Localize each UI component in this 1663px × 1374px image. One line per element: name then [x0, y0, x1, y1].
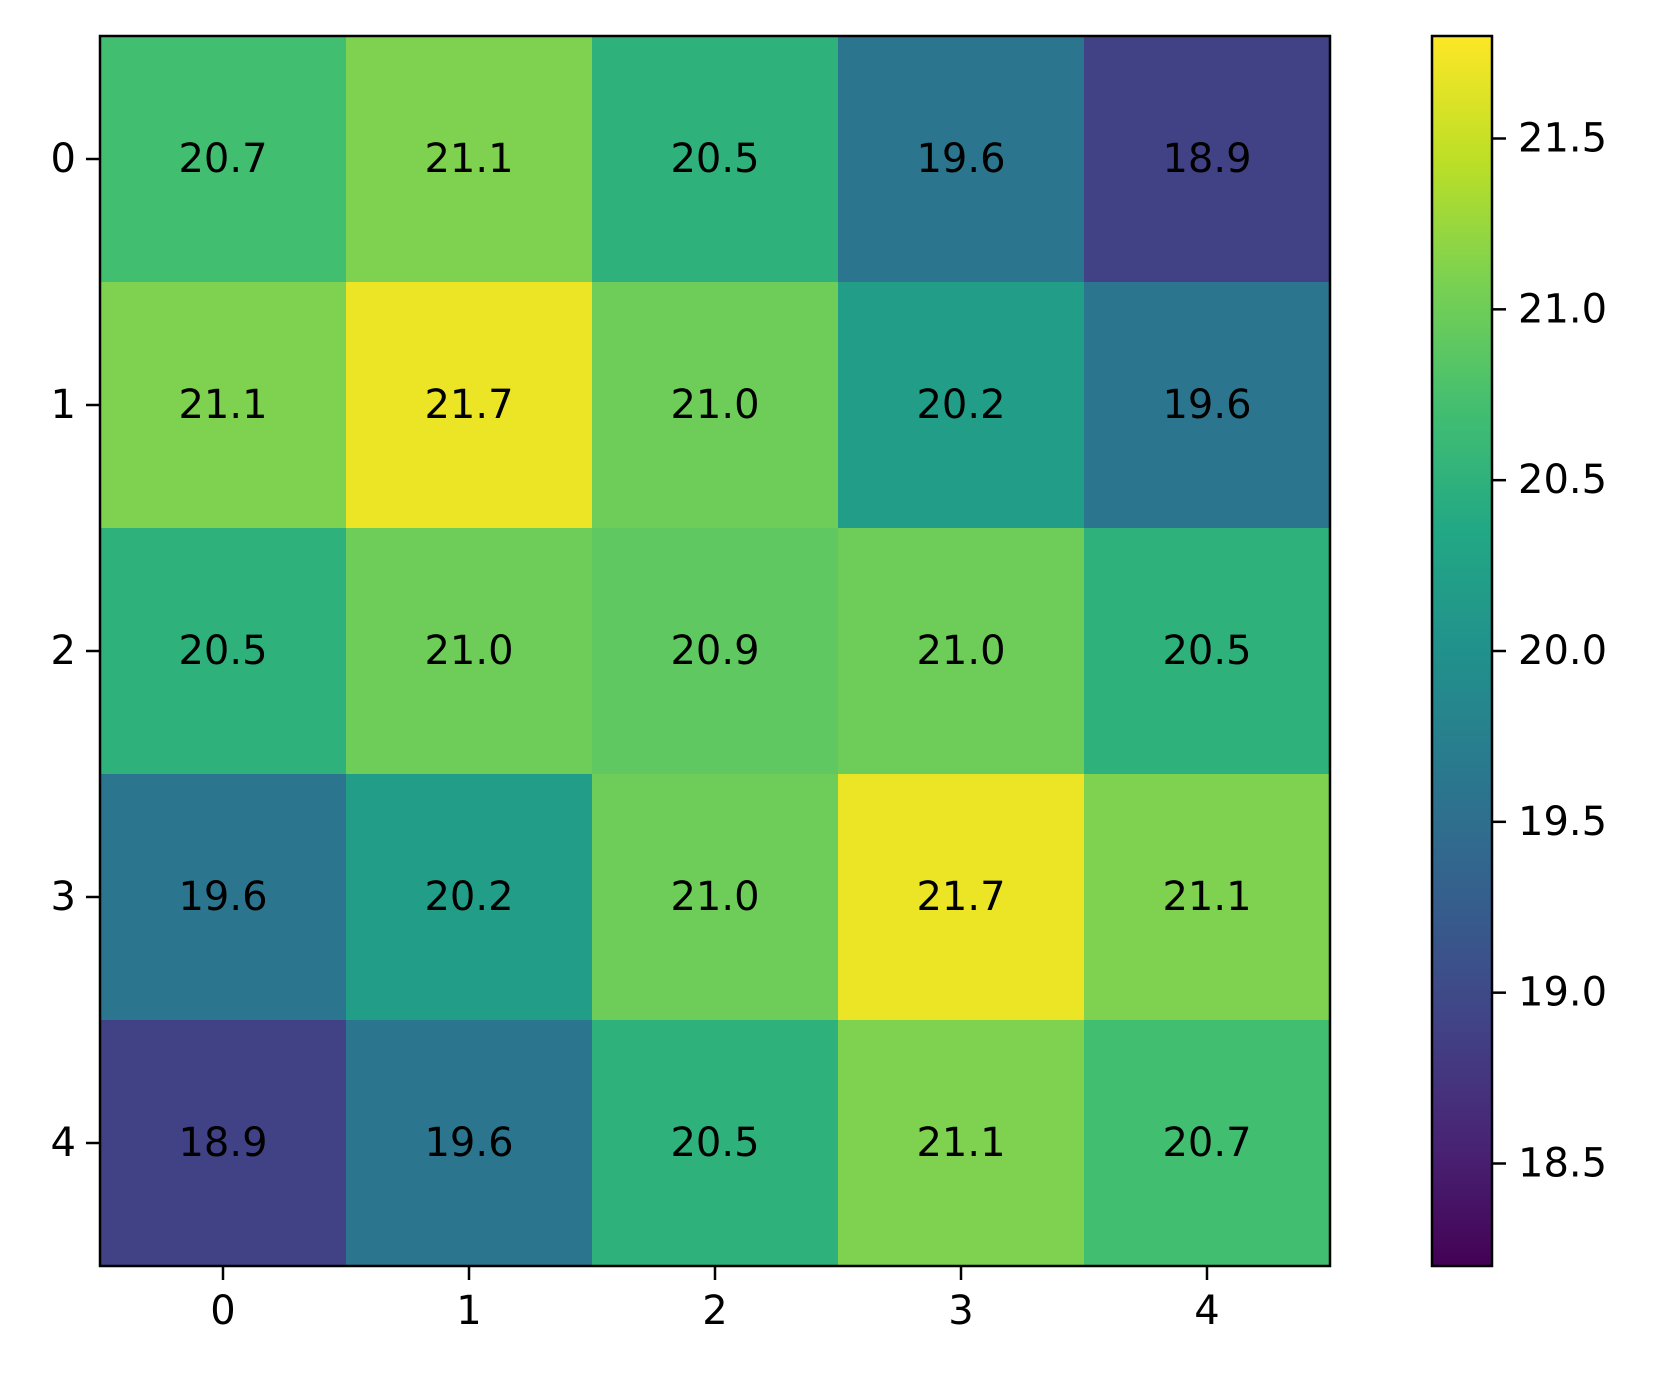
- heatmap-cell-r4-c2: [592, 1020, 839, 1267]
- cell-value-label-r1-c2: 21.0: [670, 382, 759, 428]
- heatmap-cell-r3-c3: [838, 774, 1085, 1021]
- y-tick-label-1: 1: [51, 382, 76, 428]
- y-tick-label-0: 0: [51, 136, 76, 182]
- y-tick-label-3: 3: [51, 874, 76, 920]
- colorbar-tick-label-1: 19.0: [1518, 970, 1607, 1016]
- heatmap-cells: [100, 36, 1331, 1267]
- heatmap-cell-r3-c0: [100, 774, 347, 1021]
- heatmap-cell-r4-c1: [346, 1020, 593, 1267]
- cell-value-label-r0-c1: 21.1: [424, 136, 513, 182]
- heatmap-cell-r0-c3: [838, 36, 1085, 283]
- colorbar-tick-label-6: 21.5: [1518, 116, 1607, 162]
- x-tick-label-2: 2: [702, 1288, 727, 1334]
- colorbar-tick-label-5: 21.0: [1518, 286, 1607, 332]
- cell-value-label-r0-c4: 18.9: [1162, 136, 1251, 182]
- cell-value-label-r3-c0: 19.6: [178, 874, 267, 920]
- heatmap-cell-r0-c0: [100, 36, 347, 283]
- cell-value-label-r0-c0: 20.7: [178, 136, 267, 182]
- colorbar-tick-label-0: 18.5: [1518, 1141, 1607, 1187]
- cell-value-label-r2-c4: 20.5: [1162, 628, 1251, 674]
- colorbar: [1432, 36, 1492, 1266]
- cell-value-label-r4-c4: 20.7: [1162, 1120, 1251, 1166]
- x-tick-label-4: 4: [1194, 1288, 1219, 1334]
- y-tick-label-4: 4: [51, 1120, 76, 1166]
- heatmap-cell-r1-c0: [100, 282, 347, 529]
- heatmap-cell-r4-c0: [100, 1020, 347, 1267]
- colorbar-ticks: 18.5 19.0 19.5 20.0 20.5 21.0 21.5: [1492, 116, 1607, 1187]
- x-tick-label-1: 1: [456, 1288, 481, 1334]
- cell-value-label-r3-c2: 21.0: [670, 874, 759, 920]
- x-tick-label-0: 0: [210, 1288, 235, 1334]
- heatmap-cell-r3-c1: [346, 774, 593, 1021]
- cell-value-label-r0-c3: 19.6: [916, 136, 1005, 182]
- heatmap-cell-r2-c4: [1084, 528, 1331, 775]
- cell-value-label-r1-c3: 20.2: [916, 382, 1005, 428]
- x-tick-label-3: 3: [948, 1288, 973, 1334]
- heatmap-cell-r1-c4: [1084, 282, 1331, 529]
- heatmap-cell-r3-c2: [592, 774, 839, 1021]
- heatmap-cell-r1-c2: [592, 282, 839, 529]
- heatmap-cell-r2-c3: [838, 528, 1085, 775]
- cell-value-label-r4-c0: 18.9: [178, 1120, 267, 1166]
- cell-value-label-r0-c2: 20.5: [670, 136, 759, 182]
- heatmap-cell-r2-c1: [346, 528, 593, 775]
- cell-value-label-r1-c1: 21.7: [424, 382, 513, 428]
- cell-value-label-r4-c3: 21.1: [916, 1120, 1005, 1166]
- colorbar-tick-label-2: 19.5: [1518, 799, 1607, 845]
- heatmap-cell-r2-c0: [100, 528, 347, 775]
- colorbar-tick-label-4: 20.5: [1518, 457, 1607, 503]
- cell-value-label-r4-c1: 19.6: [424, 1120, 513, 1166]
- heatmap-cell-labels: 20.7 21.1 20.5 19.6 18.9 21.1 21.7 21.0 20.2 19.6…: [178, 136, 1251, 1166]
- cell-value-label-r3-c1: 20.2: [424, 874, 513, 920]
- cell-value-label-r1-c0: 21.1: [178, 382, 267, 428]
- heatmap-cell-r0-c2: [592, 36, 839, 283]
- x-axis-ticks: 0 1 2 3 4: [210, 1266, 1220, 1334]
- cell-value-label-r2-c0: 20.5: [178, 628, 267, 674]
- cell-value-label-r2-c3: 21.0: [916, 628, 1005, 674]
- heatmap-cell-r2-c2: [592, 528, 839, 775]
- cell-value-label-r2-c2: 20.9: [670, 628, 759, 674]
- heatmap-cell-r0-c4: [1084, 36, 1331, 283]
- cell-value-label-r3-c3: 21.7: [916, 874, 1005, 920]
- y-tick-label-2: 2: [51, 628, 76, 674]
- cell-value-label-r3-c4: 21.1: [1162, 874, 1251, 920]
- colorbar-tick-label-3: 20.0: [1518, 628, 1607, 674]
- cell-value-label-r2-c1: 21.0: [424, 628, 513, 674]
- cell-value-label-r4-c2: 20.5: [670, 1120, 759, 1166]
- heatmap-cell-r4-c4: [1084, 1020, 1331, 1267]
- heatmap-cell-r1-c3: [838, 282, 1085, 529]
- heatmap-cell-r4-c3: [838, 1020, 1085, 1267]
- heatmap-cell-r3-c4: [1084, 774, 1331, 1021]
- heatmap-cell-r1-c1: [346, 282, 593, 529]
- y-axis-ticks: 0 1 2 3 4: [51, 136, 100, 1166]
- heatmap-cell-r0-c1: [346, 36, 593, 283]
- cell-value-label-r1-c4: 19.6: [1162, 382, 1251, 428]
